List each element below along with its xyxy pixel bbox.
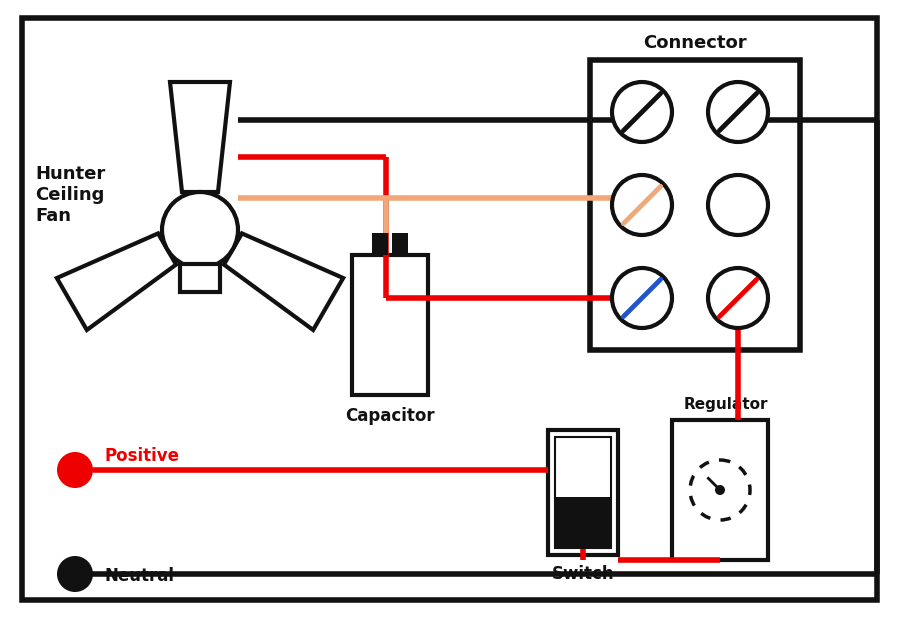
- Polygon shape: [224, 233, 343, 330]
- Text: Neutral: Neutral: [105, 567, 175, 585]
- Bar: [590, 60, 800, 350]
- Polygon shape: [170, 82, 230, 192]
- Bar: [372, 233, 388, 255]
- Circle shape: [690, 460, 750, 520]
- Circle shape: [57, 452, 93, 488]
- Text: Positive: Positive: [105, 447, 180, 465]
- Text: Hunter
Ceiling
Fan: Hunter Ceiling Fan: [35, 165, 105, 225]
- Bar: [672, 420, 768, 560]
- Bar: [352, 255, 428, 395]
- Circle shape: [708, 82, 768, 142]
- Circle shape: [612, 268, 672, 328]
- Text: Switch: Switch: [552, 565, 614, 583]
- Circle shape: [162, 192, 238, 268]
- Polygon shape: [57, 233, 176, 330]
- Bar: [555, 437, 611, 548]
- Circle shape: [57, 556, 93, 592]
- Circle shape: [612, 175, 672, 235]
- Bar: [392, 233, 408, 255]
- Bar: [180, 264, 220, 292]
- Text: Regulator: Regulator: [683, 397, 768, 412]
- Text: Capacitor: Capacitor: [345, 407, 435, 425]
- Circle shape: [715, 485, 725, 495]
- Circle shape: [612, 82, 672, 142]
- Circle shape: [708, 268, 768, 328]
- Bar: [555, 497, 611, 548]
- Text: Connector: Connector: [643, 34, 747, 52]
- Bar: [548, 430, 618, 555]
- Circle shape: [708, 175, 768, 235]
